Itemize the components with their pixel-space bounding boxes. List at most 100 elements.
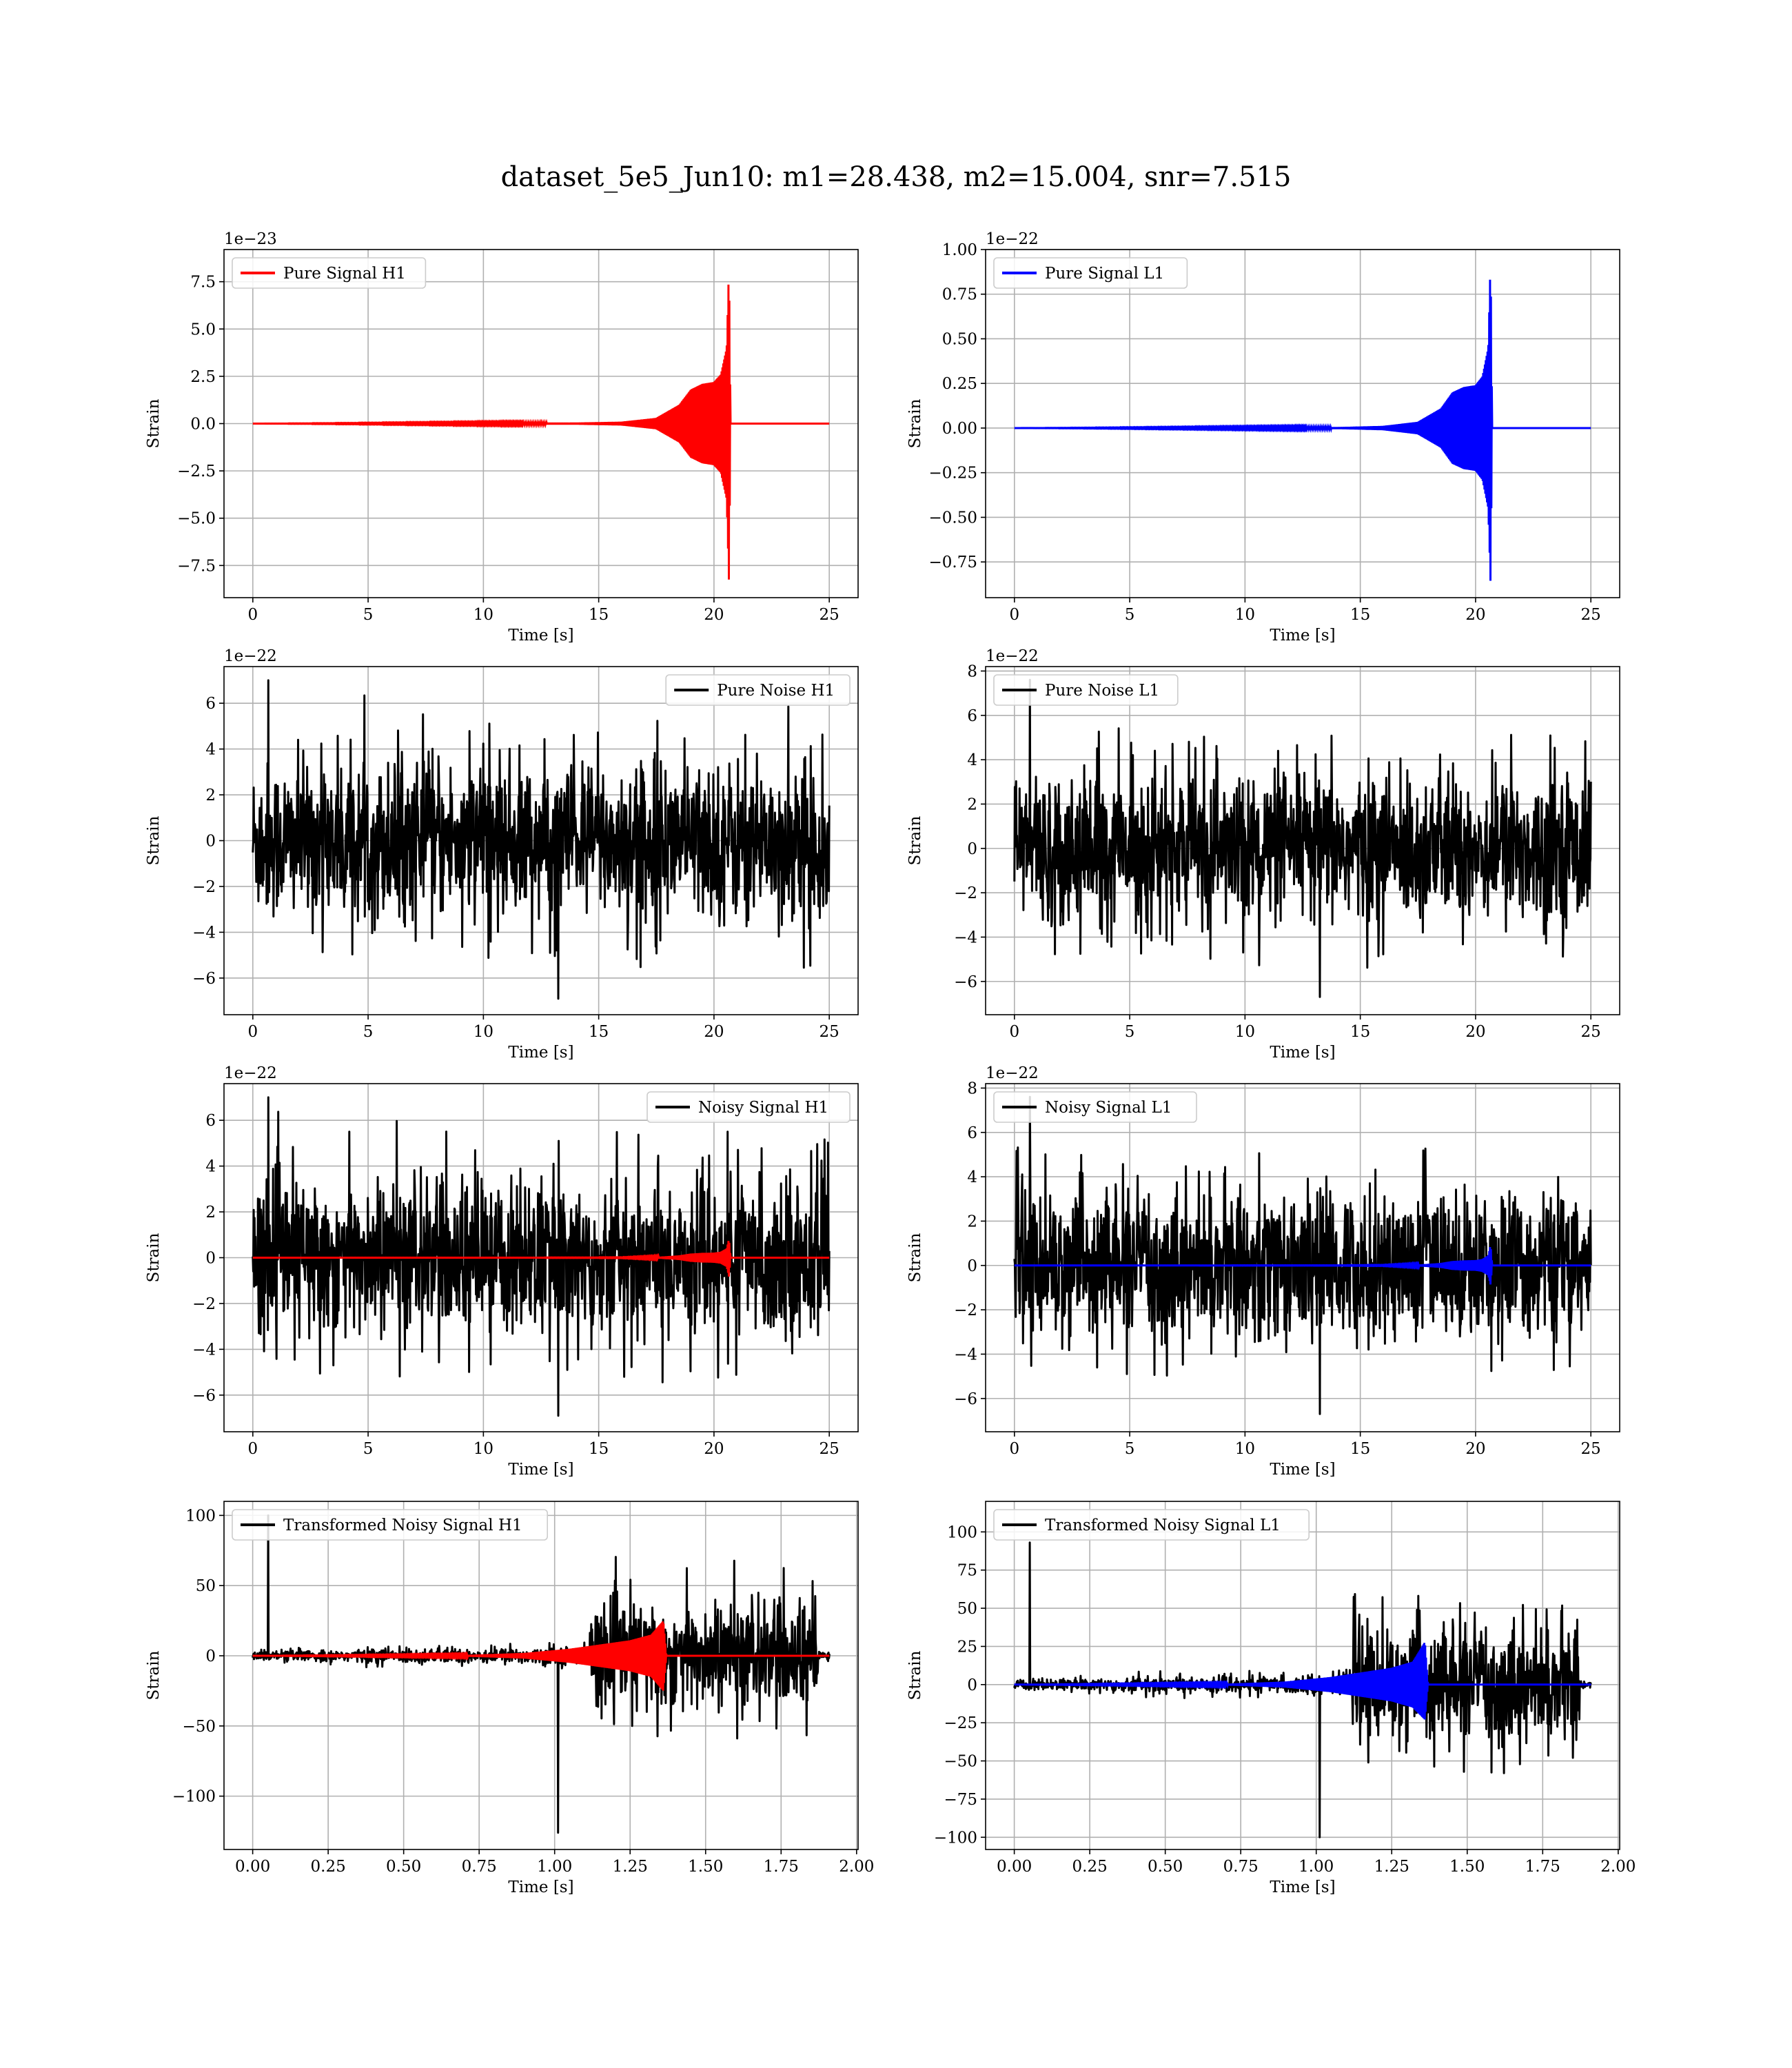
- y-tick-label: 4: [205, 1158, 216, 1176]
- axes-pure-noise-l1: 0 5 10 15 20 25 −6 −4 −2 0 2 4 6 8 Time [s] Strain 1e−22…: [906, 647, 1620, 1062]
- y-tick-label: 6: [205, 695, 216, 713]
- y-tick-label: −75: [944, 1791, 977, 1809]
- x-tick-label: 25: [819, 1023, 839, 1041]
- x-tick-label: 15: [589, 1023, 609, 1041]
- x-tick-label: 25: [819, 1440, 839, 1458]
- x-tick-label: 0: [1009, 1440, 1019, 1458]
- y-tick-label: 0: [967, 1676, 977, 1694]
- x-tick-label: 1.75: [764, 1858, 799, 1876]
- legend-box: [993, 1509, 1310, 1541]
- x-axis-label: Time [s]: [508, 1044, 573, 1062]
- x-tick-label: 0.75: [1223, 1858, 1259, 1876]
- x-tick-label: 20: [1465, 1023, 1485, 1041]
- x-tick-label: 5: [363, 606, 374, 624]
- legend-box: [665, 674, 851, 706]
- y-tick-label: 100: [185, 1507, 216, 1525]
- x-axis-label: Time [s]: [508, 627, 573, 645]
- series-chirp-line: [252, 1241, 830, 1277]
- y-tick-label: 0: [205, 833, 216, 851]
- y-tick-label: 2: [967, 795, 977, 813]
- x-tick-label: 1.25: [1374, 1858, 1409, 1876]
- y-tick-label: −0.50: [929, 509, 977, 527]
- x-tick-label: 15: [589, 606, 609, 624]
- x-tick-label: 15: [1350, 1440, 1370, 1458]
- y-tick-label: 25: [957, 1638, 977, 1656]
- series-chirp-line: [252, 1621, 830, 1691]
- axes-frame: [223, 1501, 859, 1850]
- legend-entry: Noisy Signal L1: [1045, 1099, 1172, 1117]
- x-axis-label: Time [s]: [508, 1878, 573, 1896]
- axes-frame: [223, 1083, 859, 1432]
- x-tick-label: 5: [363, 1023, 374, 1041]
- y-axis-label: Strain: [145, 815, 163, 865]
- series-noise-line: [252, 1514, 831, 1834]
- y-axis-label: Strain: [906, 1233, 924, 1282]
- axes-noisy-signal-l1: 0 5 10 15 20 25 −6 −4 −2 0 2 4 6 8 Time [s] Strain 1e−22…: [906, 1064, 1620, 1479]
- x-tick-label: 10: [474, 1440, 493, 1458]
- y-tick-label: −4: [954, 929, 977, 946]
- x-tick-label: 10: [474, 1023, 493, 1041]
- series-noise-line: [252, 1096, 831, 1417]
- series-chirp-line: [1014, 279, 1591, 581]
- y-tick-label: −25: [944, 1714, 977, 1732]
- y-tick-label: −2: [954, 884, 977, 902]
- series-noise-line: [1013, 1541, 1592, 1838]
- series-chirp-line: [1014, 1246, 1591, 1285]
- y-tick-label: 8: [967, 662, 977, 680]
- y-tick-label: −2: [192, 878, 216, 896]
- x-tick-label: 15: [1350, 606, 1370, 624]
- y-tick-label: 1.00: [942, 241, 977, 259]
- y-axis-label: Strain: [906, 398, 924, 448]
- axes-transformed-h1: 0.00 0.25 0.50 0.75 1.00 1.25 1.50 1.75 2.00 −100…: [145, 1501, 874, 1896]
- y-axis-label: Strain: [906, 815, 924, 865]
- y-axis-label: Strain: [906, 1650, 924, 1700]
- x-tick-label: 2.00: [839, 1858, 874, 1876]
- axes-frame: [985, 249, 1620, 598]
- legend-entry: Pure Signal H1: [283, 265, 406, 283]
- x-tick-label: 1.50: [1449, 1858, 1485, 1876]
- legend-entry: Pure Noise H1: [717, 682, 835, 700]
- y-tick-label: 6: [967, 1124, 977, 1142]
- y-tick-label: 4: [205, 741, 216, 759]
- y-tick-label: −4: [192, 1341, 216, 1359]
- y-axis-label: Strain: [145, 398, 163, 448]
- x-tick-label: 2.00: [1600, 1858, 1636, 1876]
- axes-frame: [985, 1501, 1620, 1850]
- x-tick-label: 0.00: [997, 1858, 1032, 1876]
- y-tick-label: 50: [957, 1600, 977, 1618]
- series-chirp-line: [1014, 1643, 1591, 1720]
- y-axis-label: Strain: [145, 1650, 163, 1700]
- x-tick-label: 20: [704, 1023, 724, 1041]
- legend-entry: Pure Signal L1: [1045, 265, 1164, 283]
- y-tick-label: −100: [172, 1788, 216, 1806]
- legend-entry: Pure Noise L1: [1045, 682, 1159, 700]
- x-axis-label: Time [s]: [508, 1461, 573, 1479]
- y-tick-label: 0: [205, 1648, 216, 1665]
- axes-transformed-l1: 0.00 0.25 0.50 0.75 1.00 1.25 1.50 1.75 2.00 −100…: [906, 1501, 1636, 1896]
- x-tick-label: 1.50: [688, 1858, 723, 1876]
- axes-pure-noise-h1: 0 5 10 15 20 25 −6 −4 −2 0 2 4 6 Time [s] Strain 1e−22 P…: [145, 647, 859, 1062]
- x-tick-label: 0.25: [1072, 1858, 1108, 1876]
- y-tick-label: 0.00: [942, 420, 977, 438]
- x-tick-label: 5: [363, 1440, 374, 1458]
- x-tick-label: 25: [1581, 1023, 1601, 1041]
- x-tick-label: 20: [704, 1440, 724, 1458]
- legend-entry: Transformed Noisy Signal H1: [283, 1517, 522, 1534]
- y-tick-label: 2: [205, 1204, 216, 1221]
- x-tick-label: 15: [589, 1440, 609, 1458]
- x-tick-label: 0.25: [311, 1858, 346, 1876]
- x-tick-label: 0.50: [386, 1858, 421, 1876]
- series-noise-line: [1013, 1095, 1592, 1415]
- series-noise-line: [1013, 678, 1592, 998]
- legend-box: [993, 674, 1179, 706]
- legend-box: [993, 257, 1188, 289]
- y-tick-label: 0.50: [942, 330, 977, 348]
- x-tick-label: 25: [1581, 1440, 1601, 1458]
- x-tick-label: 1.00: [1299, 1858, 1334, 1876]
- y-tick-label: −0.75: [929, 554, 977, 571]
- y-axis-label: Strain: [145, 1233, 163, 1282]
- axes-pure-signal-l1: 0 5 10 15 20 25 −0.75 −0.50 −0.25 0.00 0.25 0.50 0.7…: [906, 230, 1620, 645]
- x-tick-label: 0: [1009, 606, 1019, 624]
- x-tick-label: 10: [1235, 606, 1255, 624]
